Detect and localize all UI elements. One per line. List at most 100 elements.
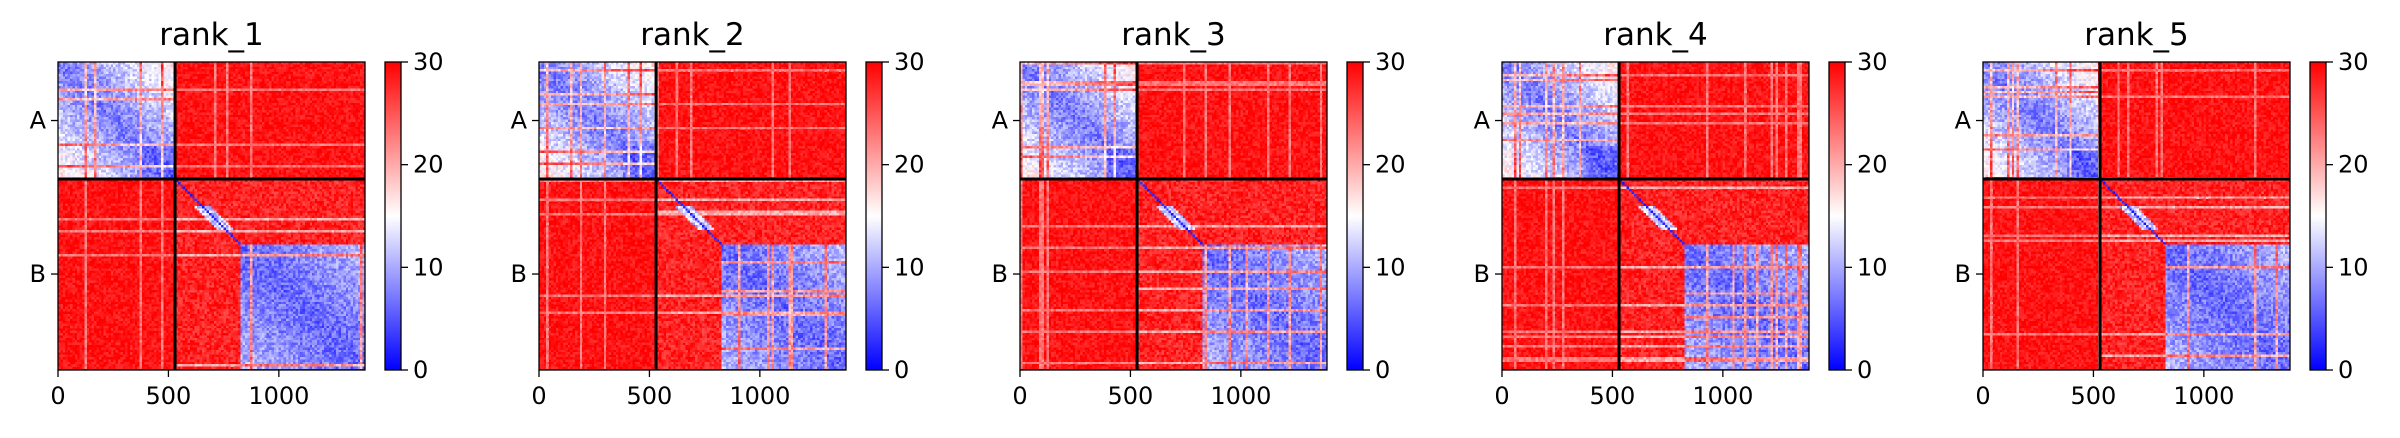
heatmap-cell <box>219 74 222 77</box>
heatmap-cell <box>140 91 143 94</box>
heatmap-cell <box>147 67 150 70</box>
heatmap-cell <box>219 79 222 82</box>
heatmap-cell <box>113 76 116 79</box>
heatmap-cell <box>123 84 126 87</box>
heatmap-cell <box>144 84 147 87</box>
heatmap-cell <box>283 84 286 87</box>
heatmap-cell <box>351 67 354 70</box>
heatmap-cell <box>140 74 143 77</box>
heatmap-cell <box>75 88 78 91</box>
heatmap-cell <box>346 79 349 82</box>
heatmap-cell <box>152 91 155 94</box>
heatmap-cell <box>343 81 346 84</box>
heatmap-cell <box>257 81 260 84</box>
heatmap-cell <box>240 88 243 91</box>
heatmap-cell <box>96 91 99 94</box>
heatmap-cell <box>295 81 298 84</box>
heatmap-cell <box>77 88 80 91</box>
heatmap-cell <box>327 86 330 89</box>
heatmap-cell <box>202 72 205 75</box>
heatmap-cell <box>204 88 207 91</box>
heatmap-cell <box>259 64 262 67</box>
heatmap-cell <box>161 91 164 94</box>
heatmap-cell <box>152 72 155 75</box>
heatmap-cell <box>226 91 229 94</box>
heatmap-cell <box>104 67 107 70</box>
heatmap-cell <box>89 84 92 87</box>
heatmap-cell <box>178 79 181 82</box>
heatmap-cell <box>336 79 339 82</box>
heatmap-cell <box>238 67 241 70</box>
heatmap-cell <box>353 86 356 89</box>
heatmap-cell <box>154 76 157 79</box>
heatmap-cell <box>240 72 243 75</box>
heatmap-cell <box>192 81 195 84</box>
heatmap-cell <box>262 74 265 77</box>
heatmap-cell <box>283 67 286 70</box>
heatmap-cell <box>291 84 294 87</box>
heatmap-cell <box>101 93 104 96</box>
heatmap-cell <box>60 72 63 75</box>
heatmap-cell <box>286 74 289 77</box>
heatmap-cell <box>101 86 104 89</box>
heatmap-cell <box>154 74 157 77</box>
heatmap-cell <box>355 79 358 82</box>
heatmap-cell <box>281 72 284 75</box>
heatmap-cell <box>94 74 97 77</box>
heatmap-cell <box>183 67 186 70</box>
heatmap-cell <box>190 93 193 96</box>
heatmap-cell <box>322 76 325 79</box>
heatmap-cell <box>216 86 219 89</box>
heatmap-cell <box>144 76 147 79</box>
heatmap-cell <box>327 84 330 87</box>
heatmap-cell <box>346 72 349 75</box>
heatmap-cell <box>327 88 330 91</box>
heatmap-cell <box>312 81 315 84</box>
heatmap-cell <box>104 79 107 82</box>
heatmap-cell <box>291 79 294 82</box>
heatmap-cell <box>346 86 349 89</box>
heatmap-cell <box>221 74 224 77</box>
heatmap-cell <box>116 79 119 82</box>
heatmap-cell <box>305 69 308 72</box>
heatmap-cell <box>243 64 246 67</box>
heatmap-cell <box>207 79 210 82</box>
heatmap-cell <box>200 88 203 91</box>
heatmap-cell <box>197 74 200 77</box>
heatmap-cell <box>123 91 126 94</box>
heatmap-cell <box>271 74 274 77</box>
heatmap-cell <box>89 72 92 75</box>
heatmap-cell <box>233 88 236 91</box>
heatmap-cell <box>125 84 128 87</box>
heatmap-cell <box>204 67 207 70</box>
heatmap-cell <box>360 91 363 94</box>
heatmap-cell <box>303 84 306 87</box>
heatmap-cell <box>147 88 150 91</box>
heatmap-cell <box>156 64 159 67</box>
heatmap-cell <box>233 67 236 70</box>
heatmap-cell <box>180 67 183 70</box>
heatmap-cell <box>307 86 310 89</box>
heatmap-cell <box>92 74 95 77</box>
heatmap-cell <box>358 91 361 94</box>
heatmap-cell <box>300 91 303 94</box>
heatmap-cell <box>204 69 207 72</box>
heatmap-cell <box>113 93 116 96</box>
heatmap-cell <box>166 74 169 77</box>
heatmap-cell <box>72 86 75 89</box>
heatmap-cell <box>152 86 155 89</box>
heatmap-cell <box>147 81 150 84</box>
heatmap-cell <box>135 81 138 84</box>
heatmap-cell <box>319 91 322 94</box>
heatmap-cell <box>68 74 71 77</box>
heatmap-cell <box>111 76 114 79</box>
heatmap-cell <box>295 79 298 82</box>
heatmap-cell <box>293 88 296 91</box>
heatmap-cell <box>343 88 346 91</box>
heatmap-cell <box>156 91 159 94</box>
heatmap-cell <box>166 86 169 89</box>
heatmap-cell <box>281 64 284 67</box>
heatmap-cell <box>327 76 330 79</box>
heatmap-cell <box>128 93 131 96</box>
heatmap-cell <box>128 86 131 89</box>
